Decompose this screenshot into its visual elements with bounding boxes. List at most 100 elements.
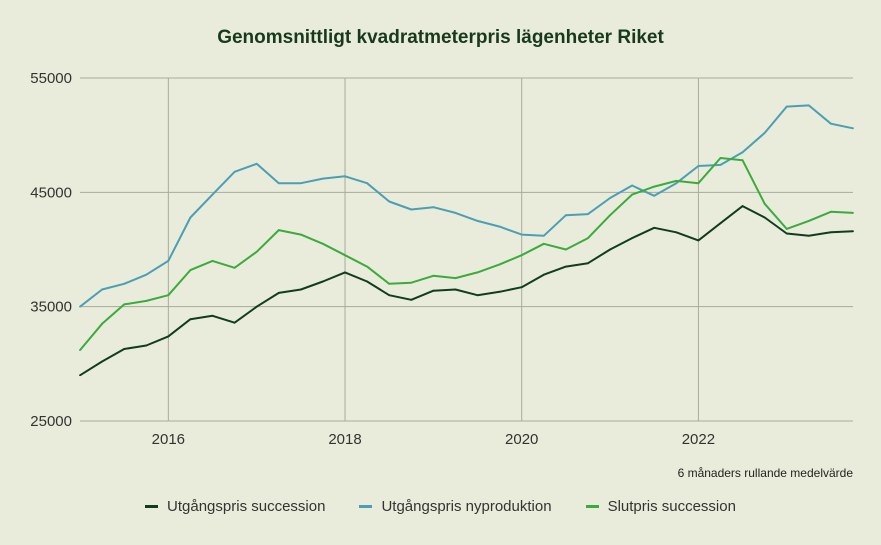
- data-point: [299, 233, 302, 236]
- data-point: [233, 321, 236, 324]
- data-point: [852, 212, 854, 214]
- data-point: [432, 289, 435, 292]
- y-tick-label: 25000: [30, 413, 72, 430]
- data-point: [189, 269, 192, 271]
- series-utg-ngspris-succession: [79, 205, 854, 377]
- data-point: [211, 314, 214, 317]
- data-point: [542, 273, 545, 276]
- data-point: [123, 303, 126, 306]
- data-point: [255, 250, 258, 253]
- data-point: [763, 131, 766, 134]
- data-point: [830, 231, 832, 234]
- data-point: [498, 263, 501, 266]
- data-point: [344, 175, 346, 178]
- y-tick-label: 55000: [30, 70, 72, 87]
- data-point: [123, 348, 126, 350]
- data-point: [830, 122, 832, 125]
- data-point: [542, 242, 545, 245]
- data-point: [542, 234, 545, 237]
- data-point: [719, 222, 722, 225]
- data-point: [852, 127, 854, 130]
- legend-label-succession-asking: Utgångspris succession: [167, 498, 326, 515]
- data-point: [299, 182, 302, 185]
- data-point: [410, 281, 413, 284]
- legend-swatch-succession-final: [585, 505, 599, 508]
- series-line-0: [79, 205, 854, 377]
- data-point: [432, 206, 435, 209]
- rolling-average-note: 6 månaders rullande medelvärde: [677, 466, 853, 480]
- data-point: [322, 242, 324, 245]
- data-point: [145, 344, 148, 347]
- data-point: [79, 305, 81, 308]
- data-point: [587, 262, 589, 265]
- series-line-1: [79, 104, 854, 308]
- data-point: [123, 282, 126, 285]
- data-point: [653, 185, 656, 188]
- data-point: [167, 294, 170, 297]
- data-point: [653, 226, 656, 229]
- data-point: [763, 216, 766, 219]
- data-point: [233, 266, 236, 269]
- data-point: [741, 205, 744, 207]
- legend-swatch-succession-asking: [145, 505, 159, 508]
- data-point: [785, 105, 788, 108]
- series-lines: [79, 104, 854, 377]
- data-point: [277, 182, 280, 185]
- y-tick-label: 45000: [30, 184, 72, 201]
- data-point: [719, 163, 722, 166]
- data-point: [189, 216, 192, 219]
- data-point: [498, 225, 501, 228]
- data-point: [587, 237, 589, 239]
- data-point: [454, 288, 457, 291]
- data-point: [520, 286, 523, 289]
- data-point: [322, 177, 324, 180]
- legend-item-new-production-asking: Utgångspris nyproduktion: [359, 498, 552, 515]
- data-point: [79, 349, 81, 352]
- data-point: [255, 162, 258, 165]
- data-point: [410, 298, 413, 301]
- data-point: [719, 157, 722, 159]
- data-point: [520, 254, 523, 257]
- legend-label-succession-final: Slutpris succession: [607, 498, 736, 515]
- x-tick-label: 2016: [152, 431, 185, 448]
- data-point: [344, 254, 346, 257]
- data-point: [741, 151, 744, 154]
- data-point: [852, 230, 854, 233]
- data-point: [101, 360, 103, 363]
- data-point: [631, 237, 634, 239]
- data-point: [785, 228, 788, 230]
- data-point: [454, 212, 457, 214]
- data-point: [211, 193, 214, 196]
- x-tick-label: 2018: [328, 431, 361, 448]
- data-point: [476, 271, 479, 274]
- data-point: [564, 214, 567, 217]
- data-point: [785, 232, 788, 235]
- data-point: [322, 280, 324, 283]
- legend-item-succession-asking: Utgångspris succession: [145, 498, 325, 515]
- data-point: [697, 182, 700, 185]
- chart-title: Genomsnittligt kvadratmeterpris lägenhet…: [217, 27, 664, 48]
- data-point: [498, 290, 501, 293]
- data-point: [366, 182, 369, 185]
- data-point: [653, 194, 656, 197]
- data-point: [388, 294, 391, 297]
- data-point: [388, 200, 391, 203]
- data-point: [763, 202, 766, 205]
- legend-item-succession-final: Slutpris succession: [585, 498, 736, 515]
- data-point: [631, 193, 634, 196]
- data-point: [255, 305, 258, 308]
- data-point: [344, 271, 346, 274]
- data-point: [675, 231, 678, 234]
- data-point: [807, 220, 810, 222]
- data-point: [277, 229, 280, 231]
- data-point: [609, 248, 611, 251]
- series-line-2: [79, 157, 854, 351]
- grid: [80, 77, 853, 422]
- data-point: [741, 159, 744, 162]
- data-point: [233, 170, 236, 173]
- data-point: [145, 273, 148, 276]
- data-point: [564, 248, 567, 251]
- data-point: [631, 184, 634, 187]
- data-point: [564, 265, 567, 268]
